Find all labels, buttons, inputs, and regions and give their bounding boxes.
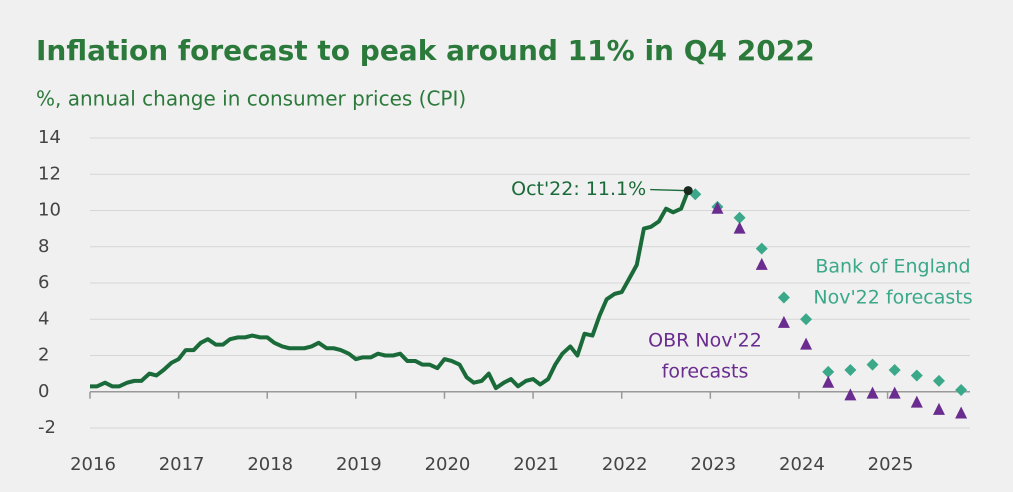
diamond-marker — [932, 374, 945, 387]
x-tick-label: 2016 — [70, 454, 116, 475]
x-tick-label: 2018 — [247, 454, 293, 475]
x-tick-label: 2023 — [690, 454, 736, 475]
y-tick-label: 14 — [38, 127, 61, 148]
triangle-marker — [711, 201, 724, 214]
y-tick-label: 0 — [38, 381, 49, 402]
diamond-marker — [733, 211, 746, 224]
diamond-marker — [955, 383, 968, 396]
x-tick-label: 2022 — [602, 454, 648, 475]
diamond-marker — [910, 369, 923, 382]
x-tick-label: 2025 — [868, 454, 914, 475]
leader-line — [650, 188, 685, 192]
triangle-marker — [910, 395, 923, 408]
chart-title: Inflation forecast to peak around 11% in… — [36, 34, 815, 67]
triangle-marker — [755, 257, 768, 270]
diamond-marker — [866, 358, 879, 371]
diamond-marker — [800, 313, 813, 326]
triangle-marker — [800, 337, 813, 350]
triangle-marker — [955, 406, 968, 419]
triangle-marker — [932, 402, 945, 415]
diamond-marker — [888, 364, 901, 376]
diamond-marker — [755, 242, 768, 255]
y-tick-label: 6 — [38, 272, 49, 293]
y-tick-label: -2 — [38, 417, 56, 438]
diamond-marker — [822, 365, 835, 378]
annotation: OBR Nov'22 — [648, 330, 762, 352]
annotation: forecasts — [662, 361, 749, 383]
y-tick-label: 12 — [38, 163, 61, 184]
diamond-marker — [844, 364, 857, 376]
x-tick-label: 2024 — [779, 454, 825, 475]
y-tick-label: 4 — [38, 308, 49, 329]
triangle-marker — [888, 386, 901, 399]
y-tick-label: 2 — [38, 345, 49, 366]
y-tick-label: 8 — [38, 236, 49, 257]
triangle-marker — [844, 388, 857, 401]
triangle-marker — [866, 386, 879, 399]
x-tick-label: 2020 — [425, 454, 471, 475]
diamond-marker — [777, 291, 790, 304]
annotation: Oct'22: 11.1% — [511, 178, 646, 200]
cpi-line — [90, 189, 691, 391]
y-tick-label: 10 — [38, 200, 61, 221]
triangle-marker — [777, 315, 790, 328]
x-tick-label: 2017 — [159, 454, 205, 475]
peak-dot — [683, 186, 693, 196]
x-tick-label: 2019 — [336, 454, 382, 475]
triangle-marker — [822, 375, 835, 388]
annotation: Bank of England — [815, 256, 970, 278]
x-tick-label: 2021 — [513, 454, 559, 475]
annotation: Nov'22 forecasts — [813, 287, 972, 309]
chart-subtitle: %, annual change in consumer prices (CPI… — [36, 87, 466, 111]
triangle-marker — [733, 221, 746, 234]
